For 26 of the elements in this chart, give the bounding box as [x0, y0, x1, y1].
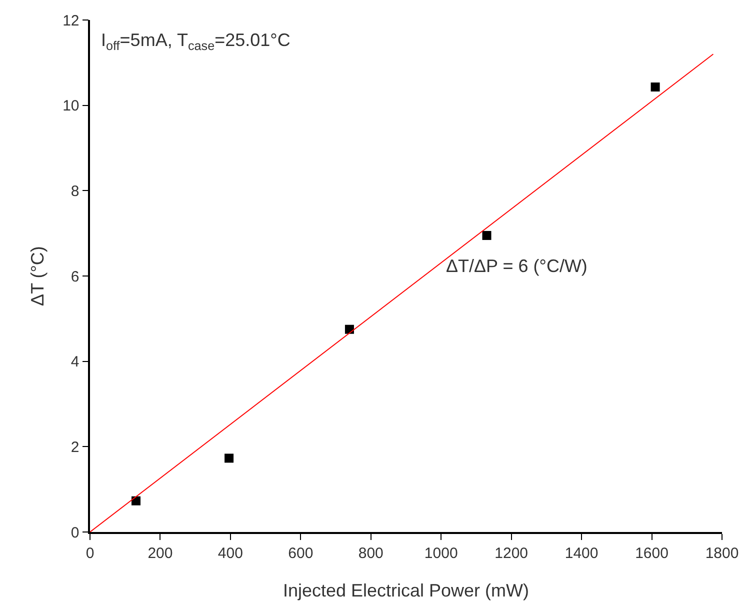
annotation: ΔT/ΔP = 6 (°C/W): [446, 256, 588, 276]
point: [224, 454, 234, 463]
x-tick-label: 1800: [705, 544, 739, 562]
y-tick-label: 4: [70, 354, 80, 371]
x-tick-label: 0: [86, 544, 94, 562]
x-tick-label: 1600: [635, 544, 668, 562]
x-tick-label: 800: [358, 544, 384, 562]
point: [650, 82, 660, 92]
x-tick-label: 1000: [424, 544, 458, 562]
y-tick-label: 10: [62, 98, 80, 115]
annotation: I$_{off}$=5mA, T$_{case}$=25.01°C: [101, 30, 290, 53]
x-axis-title: Injected Electrical Power (mW): [282, 580, 530, 600]
y-tick-label: 12: [62, 12, 80, 30]
point: [482, 230, 492, 240]
point: [344, 324, 354, 334]
x-tick-label: 1400: [564, 544, 598, 562]
y-tick-label: 0: [70, 524, 80, 542]
y-axis-title: ΔT (°C): [28, 246, 48, 306]
y-tick-label: 8: [70, 182, 80, 200]
y-tick-label: 6: [70, 268, 80, 286]
x-tick-label: 600: [288, 544, 314, 562]
y-tick-label: 2: [70, 438, 80, 456]
x-tick-label: 400: [218, 544, 243, 562]
x-tick-label: 200: [148, 544, 173, 562]
point: [132, 496, 140, 506]
x-tick-label: 1200: [494, 544, 528, 562]
